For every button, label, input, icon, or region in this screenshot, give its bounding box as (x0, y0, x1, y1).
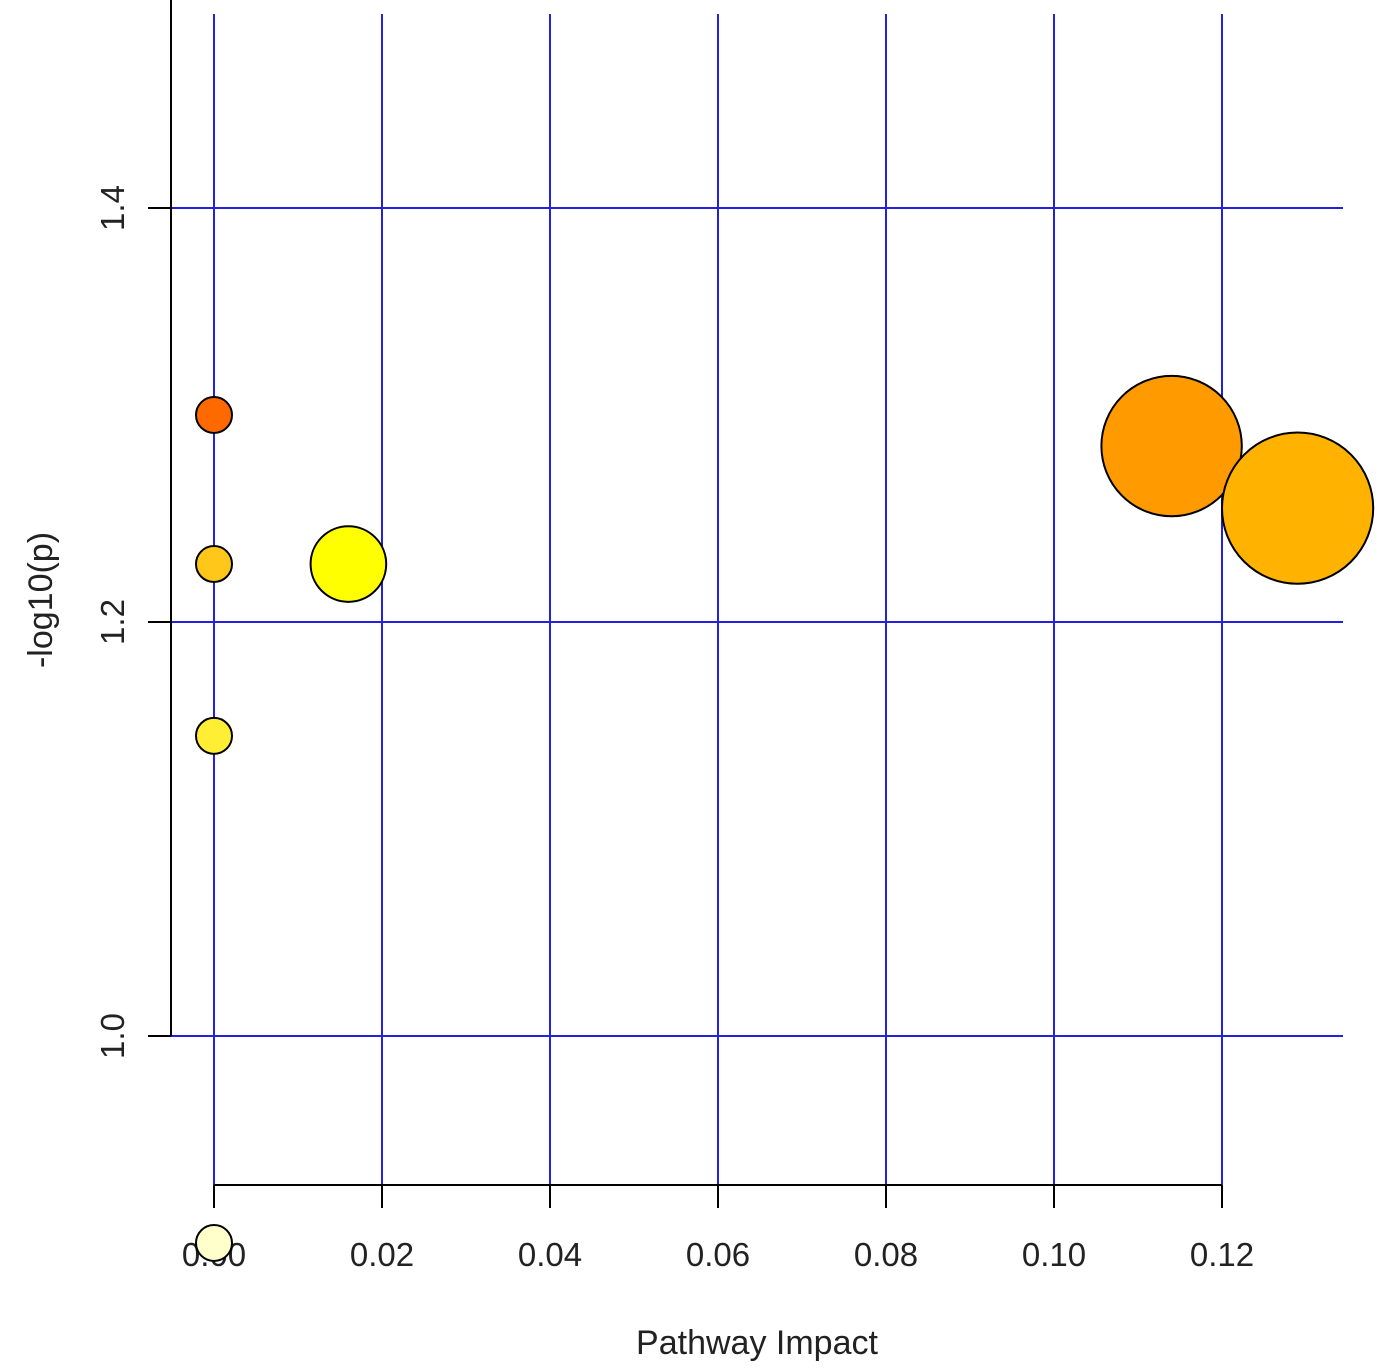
y-tick-label-2: 1.4 (94, 185, 131, 231)
y-tick-label-1: 1.2 (94, 599, 131, 645)
data-point-8 (1100, 374, 1243, 518)
data-point-4 (195, 545, 233, 584)
x-axis-title: Pathway Impact (636, 1324, 878, 1362)
grid-layer (148, 14, 1343, 1185)
data-point-9 (1221, 431, 1375, 585)
data-point-3 (195, 396, 233, 434)
x-tick-label-6: 0.12 (1190, 1236, 1254, 1273)
x-tick-label-5: 0.10 (1022, 1236, 1086, 1273)
data-point-6 (195, 1224, 233, 1262)
point-layer (195, 374, 1375, 1262)
y-tick-label-0: 1.0 (94, 1013, 131, 1059)
data-point-5 (195, 716, 233, 755)
x-tick-label-3: 0.06 (686, 1236, 750, 1273)
y-axis-title: -log10(p) (22, 532, 60, 668)
axis-layer: 1.01.21.41.61.80.000.020.040.060.080.100… (94, 0, 1254, 1273)
x-tick-label-4: 0.08 (854, 1236, 918, 1273)
data-point-7 (309, 525, 388, 603)
x-tick-label-1: 0.02 (350, 1236, 414, 1273)
x-tick-label-2: 0.04 (518, 1236, 582, 1273)
